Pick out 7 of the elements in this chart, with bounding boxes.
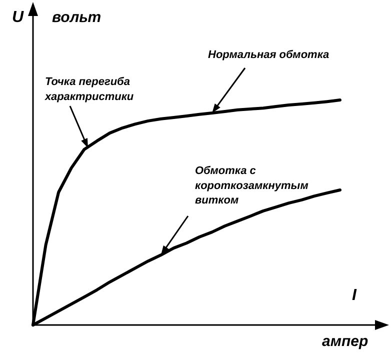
x-axis-title: I — [352, 287, 357, 304]
annotation: Точка перегиба характристики — [44, 76, 134, 103]
text: Нормальная обмотка — [208, 49, 330, 61]
text: ампер — [322, 333, 368, 350]
y-axis-title: U — [12, 9, 24, 26]
text: вольт — [52, 9, 102, 26]
series-label: Обмотка с короткозамкнутым витком — [195, 165, 308, 207]
